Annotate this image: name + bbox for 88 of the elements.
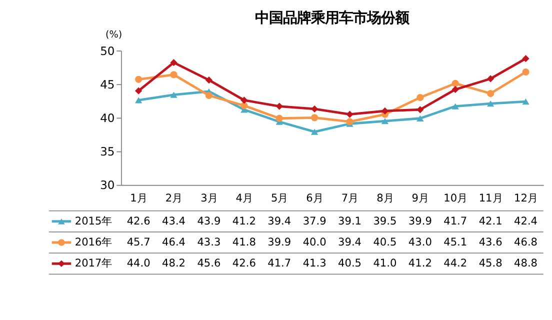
point <box>311 128 318 135</box>
data-label: 44.2 <box>444 258 468 270</box>
y-tick-label: 50 <box>100 44 115 58</box>
point <box>205 76 213 84</box>
point <box>346 110 354 118</box>
data-label: 39.5 <box>373 215 397 228</box>
data-label: 42.4 <box>514 215 538 228</box>
x-tick-label: 1月 <box>130 192 148 205</box>
data-label: 48.2 <box>162 258 186 270</box>
point <box>416 94 424 102</box>
x-tick-label: 5月 <box>270 192 289 205</box>
point <box>522 55 530 62</box>
point <box>170 92 178 98</box>
x-tick-label: 6月 <box>306 192 324 205</box>
point <box>205 92 213 100</box>
x-tick-label: 3月 <box>200 192 218 205</box>
data-label: 41.7 <box>444 215 468 228</box>
data-label: 41.2 <box>232 215 256 228</box>
data-label: 43.0 <box>408 236 432 248</box>
point <box>381 118 389 124</box>
x-tick-label: 11月 <box>478 192 504 205</box>
y-tick-label: 30 <box>100 178 115 192</box>
data-label: 42.6 <box>126 215 151 228</box>
point <box>416 106 424 114</box>
point <box>522 98 530 105</box>
data-label: 43.4 <box>162 215 186 228</box>
point <box>240 102 248 110</box>
data-label: 42.6 <box>232 258 256 270</box>
point <box>522 68 530 76</box>
data-label: 40.5 <box>373 236 397 248</box>
data-label: 46.8 <box>514 236 538 248</box>
x-tick-label: 8月 <box>376 192 394 205</box>
data-label: 37.9 <box>302 215 326 228</box>
point <box>487 90 494 98</box>
chart-title: 中国品牌乘用车市场份额 <box>255 10 410 27</box>
legend-label: 2015年 <box>74 215 113 228</box>
data-label: 45.6 <box>197 258 221 270</box>
point <box>452 80 459 87</box>
data-label: 45.8 <box>478 258 502 270</box>
data-label: 44.0 <box>126 258 151 270</box>
point <box>487 100 494 107</box>
x-tick-label: 7月 <box>341 192 360 205</box>
data-label: 42.1 <box>478 215 502 228</box>
y-tick-label: 45 <box>100 77 115 92</box>
point <box>135 76 142 83</box>
data-label: 45.1 <box>444 236 468 248</box>
data-label: 41.8 <box>232 236 256 248</box>
point <box>135 97 142 104</box>
data-label: 40.0 <box>302 236 327 248</box>
x-tick-label: 4月 <box>236 192 254 205</box>
point <box>135 87 142 94</box>
point <box>311 105 318 113</box>
point <box>346 118 354 126</box>
y-tick-label: 35 <box>100 144 115 159</box>
data-label: 41.7 <box>268 258 292 270</box>
point <box>170 71 178 78</box>
x-tick-label: 10月 <box>444 192 468 205</box>
x-tick-label: 12月 <box>514 192 538 205</box>
data-label: 41.0 <box>373 258 397 270</box>
point <box>240 96 248 104</box>
legend-label: 2016年 <box>74 236 113 248</box>
data-label: 43.6 <box>478 236 503 248</box>
data-label: 48.8 <box>514 258 538 270</box>
data-label: 39.4 <box>268 215 292 228</box>
point <box>416 115 424 122</box>
point <box>452 103 459 110</box>
x-tick-label: 9月 <box>412 192 430 205</box>
data-label: 41.2 <box>408 258 432 270</box>
data-label: 39.9 <box>268 236 292 248</box>
data-label: 43.3 <box>197 236 221 248</box>
data-label: 45.7 <box>126 236 150 248</box>
y-axis-title: (%) <box>105 30 122 41</box>
y-tick-label: 40 <box>100 111 115 126</box>
point <box>311 114 318 122</box>
x-tick-label: 2月 <box>165 192 184 205</box>
point <box>170 59 178 66</box>
data-label: 39.9 <box>408 215 432 228</box>
data-label: 39.4 <box>338 236 362 248</box>
data-label: 46.4 <box>162 236 186 248</box>
point <box>276 102 283 110</box>
data-label: 40.5 <box>338 258 362 270</box>
data-label: 43.9 <box>197 215 221 228</box>
point <box>276 114 283 122</box>
point <box>487 75 494 82</box>
data-label: 41.3 <box>302 258 326 270</box>
point <box>452 86 459 94</box>
legend-label: 2017年 <box>74 258 113 270</box>
data-label: 39.1 <box>338 215 362 228</box>
